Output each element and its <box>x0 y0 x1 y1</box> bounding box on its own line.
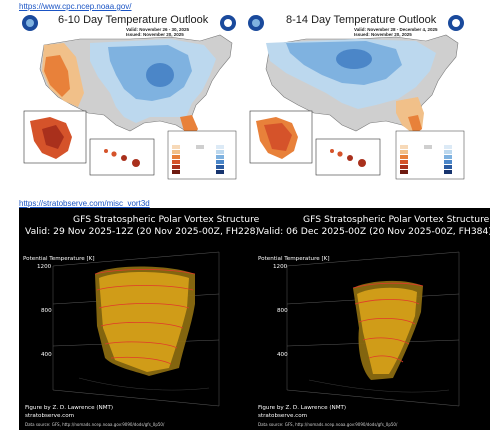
outlook-issued: Issued: November 20, 2025 <box>126 32 184 37</box>
vortex-axis-label: Potential Temperature [K] <box>258 256 330 262</box>
outlook-map-6-10: 6-10 Day Temperature Outlook Valid: Nove… <box>20 13 240 183</box>
cpc-link[interactable]: https://www.cpc.ncep.noaa.gov/ <box>19 2 132 11</box>
outlook-title: 8-14 Day Temperature Outlook <box>286 14 437 26</box>
vortex-tick-label: 400 <box>277 352 288 358</box>
vortex-tick-label: 400 <box>41 352 52 358</box>
vortex-tick-label: 1200 <box>273 264 288 270</box>
outlook-issued: Issued: November 20, 2025 <box>354 32 412 37</box>
vortex-tick-label: 1200 <box>37 264 52 270</box>
vortex-tick-label: 800 <box>41 308 52 314</box>
vortex-tick-label: 800 <box>277 308 288 314</box>
vortex-valid: Valid: 06 Dec 2025-00Z (20 Nov 2025-00Z,… <box>258 226 490 237</box>
vortex-source: Data source: GFS, http://nomads.ncep.noa… <box>25 422 165 427</box>
polar-vortex-graphic <box>52 251 460 407</box>
vortex-title: GFS Stratospheric Polar Vortex Structure <box>73 214 260 225</box>
outlook-map-graphic-6-10 <box>20 13 240 183</box>
vortex-source: Data source: GFS, http://nomads.ncep.noa… <box>258 422 398 427</box>
polar-vortex-figure: GFS Stratospheric Polar Vortex Structure… <box>19 208 490 430</box>
vortex-site: stratobserve.com <box>25 413 75 419</box>
outlook-valid: Valid: November 26 - 30, 2025 <box>126 27 190 32</box>
outlook-map-graphic-8-14 <box>246 13 468 183</box>
outlook-title: 6-10 Day Temperature Outlook <box>58 14 209 26</box>
stratobserve-link[interactable]: https://stratobserve.com/misc_vort3d <box>19 199 150 208</box>
outlook-valid: Valid: November 28 - December 4, 2025 <box>354 27 438 32</box>
vortex-axis-label: Potential Temperature [K] <box>23 256 95 262</box>
vortex-credit: Figure by Z. D. Lawrence (NMT) <box>25 405 114 411</box>
outlook-map-8-14: 8-14 Day Temperature Outlook Valid: Nove… <box>246 13 468 183</box>
vortex-site: stratobserve.com <box>258 413 308 419</box>
vortex-title: GFS Stratospheric Polar Vortex Structure <box>303 214 490 225</box>
vortex-valid: Valid: 29 Nov 2025-12Z (20 Nov 2025-00Z,… <box>25 226 260 237</box>
vortex-credit: Figure by Z. D. Lawrence (NMT) <box>258 405 347 411</box>
